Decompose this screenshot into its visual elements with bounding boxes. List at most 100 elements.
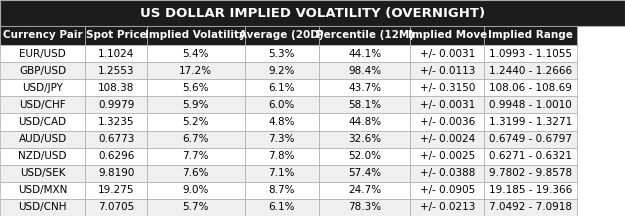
Text: Spot Price: Spot Price — [86, 30, 146, 41]
Bar — [484, 45, 578, 62]
Bar — [484, 96, 578, 113]
Bar — [0, 130, 85, 148]
Bar — [484, 26, 578, 45]
Bar — [147, 113, 245, 130]
Text: Implied Move: Implied Move — [408, 30, 487, 41]
Text: EUR/USD: EUR/USD — [19, 49, 66, 59]
Text: USD/CHF: USD/CHF — [19, 100, 66, 110]
Text: 9.2%: 9.2% — [269, 66, 295, 76]
Text: +/- 0.0024: +/- 0.0024 — [420, 134, 475, 144]
Text: 17.2%: 17.2% — [179, 66, 213, 76]
Text: Percentile (12M): Percentile (12M) — [316, 30, 414, 41]
Bar — [245, 165, 319, 182]
Text: 108.38: 108.38 — [98, 83, 134, 93]
Bar — [0, 113, 85, 130]
Bar — [85, 62, 147, 79]
Bar — [319, 96, 411, 113]
Text: 7.0492 - 7.0918: 7.0492 - 7.0918 — [489, 202, 572, 213]
Text: +/- 0.0213: +/- 0.0213 — [419, 202, 475, 213]
Bar — [147, 45, 245, 62]
Bar — [411, 26, 484, 45]
Bar — [245, 96, 319, 113]
Bar — [147, 130, 245, 148]
Text: 0.6749 - 0.6797: 0.6749 - 0.6797 — [489, 134, 572, 144]
Bar — [85, 26, 147, 45]
Bar — [319, 79, 411, 96]
Bar — [147, 199, 245, 216]
Text: +/- 0.0036: +/- 0.0036 — [420, 117, 475, 127]
Bar — [0, 0, 625, 26]
Bar — [245, 62, 319, 79]
Text: USD/CNH: USD/CNH — [18, 202, 67, 213]
Text: 5.6%: 5.6% — [182, 83, 209, 93]
Bar — [147, 26, 245, 45]
Bar — [319, 199, 411, 216]
Text: 5.7%: 5.7% — [182, 202, 209, 213]
Bar — [0, 199, 85, 216]
Bar — [319, 130, 411, 148]
Text: 44.8%: 44.8% — [348, 117, 381, 127]
Text: USD/MXN: USD/MXN — [18, 185, 68, 195]
Text: 108.06 - 108.69: 108.06 - 108.69 — [489, 83, 572, 93]
Bar — [245, 148, 319, 165]
Bar — [85, 199, 147, 216]
Bar — [411, 79, 484, 96]
Text: 1.0993 - 1.1055: 1.0993 - 1.1055 — [489, 49, 572, 59]
Text: 6.1%: 6.1% — [269, 83, 295, 93]
Bar — [147, 79, 245, 96]
Bar — [0, 26, 85, 45]
Text: 58.1%: 58.1% — [348, 100, 381, 110]
Text: 1.3235: 1.3235 — [98, 117, 134, 127]
Text: 6.0%: 6.0% — [269, 100, 295, 110]
Bar — [245, 26, 319, 45]
Text: USD/SEK: USD/SEK — [20, 168, 66, 178]
Text: NZD/USD: NZD/USD — [18, 151, 67, 161]
Text: 7.8%: 7.8% — [269, 151, 295, 161]
Text: 1.1024: 1.1024 — [98, 49, 134, 59]
Bar — [319, 113, 411, 130]
Text: +/- 0.0025: +/- 0.0025 — [420, 151, 475, 161]
Text: 7.1%: 7.1% — [269, 168, 295, 178]
Bar — [245, 79, 319, 96]
Text: US DOLLAR IMPLIED VOLATILITY (OVERNIGHT): US DOLLAR IMPLIED VOLATILITY (OVERNIGHT) — [140, 6, 485, 19]
Text: 7.6%: 7.6% — [182, 168, 209, 178]
Bar — [484, 182, 578, 199]
Bar — [484, 165, 578, 182]
Bar — [85, 96, 147, 113]
Text: 19.185 - 19.366: 19.185 - 19.366 — [489, 185, 572, 195]
Text: 24.7%: 24.7% — [348, 185, 381, 195]
Bar — [411, 62, 484, 79]
Text: 5.2%: 5.2% — [182, 117, 209, 127]
Text: Implied Range: Implied Range — [488, 30, 573, 41]
Text: 0.9979: 0.9979 — [98, 100, 134, 110]
Bar — [0, 79, 85, 96]
Bar — [0, 148, 85, 165]
Bar — [484, 113, 578, 130]
Bar — [411, 130, 484, 148]
Text: +/- 0.3150: +/- 0.3150 — [419, 83, 475, 93]
Bar — [319, 45, 411, 62]
Text: 32.6%: 32.6% — [348, 134, 381, 144]
Text: 57.4%: 57.4% — [348, 168, 381, 178]
Text: 0.6296: 0.6296 — [98, 151, 134, 161]
Text: 52.0%: 52.0% — [348, 151, 381, 161]
Bar — [484, 148, 578, 165]
Bar — [411, 45, 484, 62]
Bar — [0, 62, 85, 79]
Text: 4.8%: 4.8% — [269, 117, 295, 127]
Bar — [319, 148, 411, 165]
Text: +/- 0.0113: +/- 0.0113 — [419, 66, 475, 76]
Text: +/- 0.0031: +/- 0.0031 — [420, 100, 475, 110]
Bar — [484, 62, 578, 79]
Bar — [0, 182, 85, 199]
Bar — [245, 45, 319, 62]
Text: 98.4%: 98.4% — [348, 66, 381, 76]
Text: 1.3199 - 1.3271: 1.3199 - 1.3271 — [489, 117, 572, 127]
Text: Implied Volatility: Implied Volatility — [146, 30, 246, 41]
Bar — [484, 130, 578, 148]
Bar — [245, 199, 319, 216]
Bar — [0, 45, 85, 62]
Text: +/- 0.0905: +/- 0.0905 — [420, 185, 475, 195]
Bar — [319, 62, 411, 79]
Text: 5.3%: 5.3% — [269, 49, 295, 59]
